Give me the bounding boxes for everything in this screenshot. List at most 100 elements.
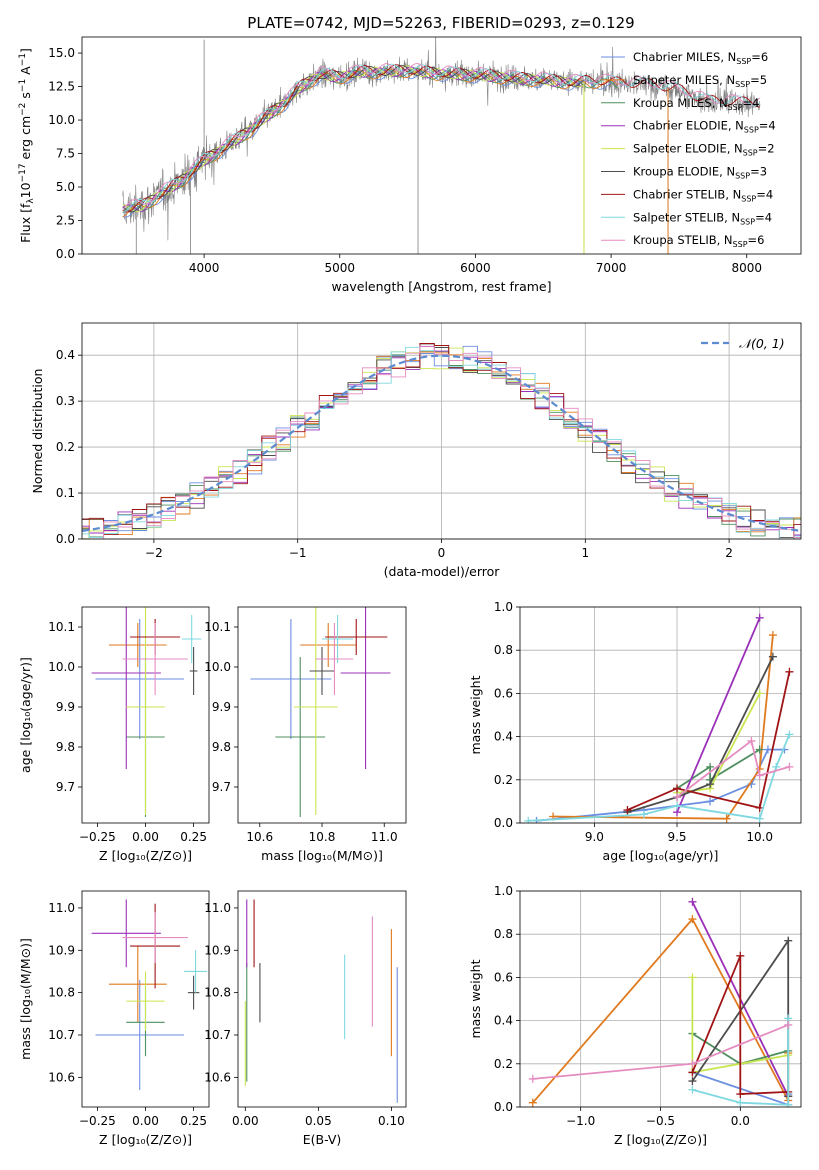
x-tick-label: 0.00 bbox=[232, 1114, 259, 1128]
x-tick-label: 0.25 bbox=[180, 830, 207, 844]
observed-spectrum bbox=[122, 37, 761, 241]
errorbar-point-6 bbox=[309, 647, 335, 695]
errorbar-point-5 bbox=[294, 607, 338, 815]
plot-area-z_age bbox=[91, 607, 202, 817]
x-tick-label: 4000 bbox=[189, 261, 220, 275]
weight-line bbox=[627, 656, 774, 814]
x-tick-label: 9.0 bbox=[585, 830, 604, 844]
model-series-4 bbox=[122, 66, 584, 212]
y-tick-label: 0.1 bbox=[56, 486, 75, 500]
x-tick-label: 0.25 bbox=[180, 1114, 207, 1128]
plus-marker bbox=[755, 613, 764, 622]
x-tick-label: 7000 bbox=[596, 261, 627, 275]
plot-area-z_mass bbox=[91, 899, 208, 1091]
plus-marker bbox=[768, 652, 777, 661]
x-tick-label: 10.6 bbox=[246, 830, 273, 844]
x-tick-label: 0.10 bbox=[378, 1114, 405, 1128]
plus-marker bbox=[688, 1068, 697, 1077]
x-tick-label: 10.8 bbox=[309, 830, 336, 844]
y-tick-label: 0.0 bbox=[494, 816, 513, 830]
y-tick-label: 9.7 bbox=[212, 780, 231, 794]
y-tick-label: 1.0 bbox=[494, 600, 513, 614]
y-tick-label: 10.1 bbox=[204, 620, 231, 634]
errorbar-point-5 bbox=[126, 971, 165, 1031]
x-tick-label: 0.0 bbox=[731, 1114, 750, 1128]
y-tick-label: 10.7 bbox=[48, 1028, 75, 1042]
weight-series-8 bbox=[524, 730, 794, 823]
x-tick-label: 5000 bbox=[324, 261, 355, 275]
y-tick-label: 0.4 bbox=[494, 1014, 513, 1028]
plus-marker bbox=[688, 1085, 697, 1094]
plus-marker bbox=[736, 951, 745, 960]
figure-title: PLATE=0742, MJD=52263, FIBERID=0293, z=0… bbox=[247, 14, 634, 32]
y-tick-label: 0.3 bbox=[56, 394, 75, 408]
plot-area-residuals bbox=[82, 343, 801, 539]
plus-marker bbox=[747, 736, 756, 745]
axes-frame bbox=[81, 36, 802, 255]
y-axis-label: Flux [fλ10−17 erg cm−2 s−1 A−1] bbox=[18, 48, 36, 243]
errorbar-point-1 bbox=[95, 619, 184, 739]
plus-marker bbox=[688, 973, 697, 982]
x-tick-label: −2 bbox=[145, 546, 163, 560]
x-tick-label: 11.0 bbox=[371, 830, 398, 844]
weight-series-9 bbox=[673, 736, 794, 802]
axes-frame bbox=[81, 890, 210, 1108]
weight-line bbox=[691, 955, 789, 1095]
y-tick-label: 0.8 bbox=[494, 643, 513, 657]
axes-frame bbox=[237, 890, 407, 1108]
y-tick-label: 0.4 bbox=[56, 348, 75, 362]
y-tick-label: 10.7 bbox=[204, 1028, 231, 1042]
y-tick-label: 11.0 bbox=[204, 901, 231, 915]
axes-ebv_mass: 0.00 0.05 0.10 10.6 10.7 10.8 10.9 11.0 E(B-V) bbox=[204, 890, 407, 1147]
x-axis-label: Z [log₁₀(Z/Z⊙)] bbox=[99, 1132, 192, 1147]
x-axis-label: wavelength [Angstrom, rest frame] bbox=[331, 279, 551, 294]
legend-entry: Kroupa STELIB, NSSP=6 bbox=[633, 233, 764, 249]
plus-marker bbox=[772, 762, 781, 771]
axes-spectrum: 4000 5000 6000 7000 8000 0.0 2.5 5.0 7.5 10.0 12.5… bbox=[18, 36, 802, 294]
errorbar-point-6 bbox=[187, 975, 200, 1010]
weight-line bbox=[627, 671, 791, 811]
y-axis-label: mass weight bbox=[468, 675, 483, 754]
y-tick-label: 0.4 bbox=[494, 730, 513, 744]
plus-marker bbox=[763, 745, 772, 754]
y-axis-label: mass weight bbox=[468, 959, 483, 1038]
model-series-9 bbox=[122, 63, 761, 210]
model-series-7 bbox=[122, 64, 761, 213]
weight-line bbox=[676, 617, 761, 813]
errorbar-point-1 bbox=[95, 979, 184, 1091]
errorbar-point-9 bbox=[315, 623, 354, 695]
y-tick-label: 9.8 bbox=[212, 740, 231, 754]
x-axis-label: (data-model)/error bbox=[384, 564, 501, 579]
x-tick-label: −0.25 bbox=[79, 830, 116, 844]
x-axis-label: Z [log₁₀(Z/Z⊙)] bbox=[99, 848, 192, 863]
errorbar-point-8 bbox=[183, 950, 208, 993]
y-axis-label: mass [log₁₀(M/M⊙)] bbox=[18, 938, 33, 1060]
model-series-2 bbox=[122, 68, 618, 218]
legend-residuals: 𝒩(0, 1) bbox=[701, 336, 785, 351]
x-tick-label: 8000 bbox=[731, 261, 762, 275]
plus-marker bbox=[755, 689, 764, 698]
histogram-series-4 bbox=[82, 346, 801, 536]
plus-marker bbox=[722, 814, 731, 823]
weight-line bbox=[676, 739, 790, 798]
y-tick-label: 10.6 bbox=[204, 1070, 231, 1084]
errorbar-point-2 bbox=[300, 623, 357, 667]
x-axis-label: age [log₁₀(age/yr)] bbox=[603, 848, 719, 863]
y-tick-label: 0.0 bbox=[494, 1100, 513, 1114]
y-tick-label: 10.0 bbox=[48, 660, 75, 674]
plus-marker bbox=[688, 1077, 697, 1086]
x-tick-label: −1 bbox=[289, 546, 307, 560]
weight-line bbox=[528, 734, 791, 822]
y-tick-label: 10.9 bbox=[204, 943, 231, 957]
errorbar-point-3 bbox=[275, 657, 326, 817]
plus-marker bbox=[755, 771, 764, 780]
legend-entry: Salpeter STELIB, NSSP=4 bbox=[633, 210, 772, 226]
x-tick-label: −0.25 bbox=[79, 1114, 116, 1128]
legend-spectrum: Chabrier MILES, NSSP=6 Salpeter MILES, NS… bbox=[601, 50, 776, 249]
histogram-series-2 bbox=[82, 351, 801, 539]
axes-z_weight: −1.0 −0.5 0.0 0.0 0.2 0.4 0.6 0.8 1.0 Z [log₁₀(Z/… bbox=[468, 884, 802, 1147]
plus-marker bbox=[706, 762, 715, 771]
axes-frame bbox=[81, 322, 802, 540]
plus-marker bbox=[736, 1098, 745, 1107]
errorbar-point-5 bbox=[126, 607, 165, 815]
